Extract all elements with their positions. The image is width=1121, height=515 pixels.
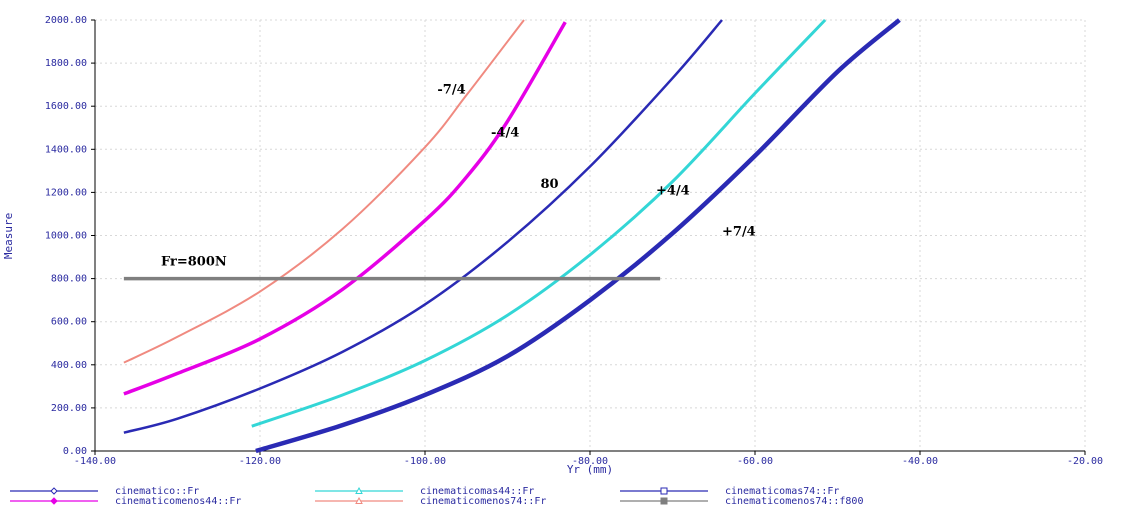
y-tick-label: 200.00 (51, 403, 87, 414)
legend-item: cinematicomenos44::Fr (115, 496, 241, 507)
x-tick-label: -80.00 (572, 456, 608, 467)
legend-item: cinematicomas44::Fr (420, 486, 534, 497)
y-tick-label: 1000.00 (45, 231, 87, 242)
y-ticks: 0.00 200.00 400.00 600.00 800.00 1000.00 1200.… (45, 15, 95, 457)
y-tick-label: 1400.00 (45, 144, 87, 155)
annotation-label: +4/4 (656, 184, 690, 199)
y-axis-title: Measure (2, 213, 15, 259)
annotation-label: +7/4 (722, 225, 756, 240)
x-axis-title: Yr (mm) (567, 463, 613, 476)
y-tick-label: 1200.00 (45, 187, 87, 198)
annotation-label: -4/4 (491, 125, 519, 140)
legend-marker (355, 486, 363, 494)
legend-item: cinematicomenos74::f800 (725, 496, 863, 507)
annotation-label: Fr=800N (161, 255, 227, 270)
legend-marker (50, 497, 58, 505)
x-ticks: -140.00 -120.00 -100.00 -80.00 -60.00 -40.00 -… (74, 451, 1103, 467)
y-tick-label: 0.00 (63, 446, 87, 457)
series-line-4 (255, 18, 901, 454)
series (123, 18, 901, 454)
legend-item: cinematico::Fr (115, 486, 199, 497)
y-tick-label: 600.00 (51, 317, 87, 328)
legend-marker (660, 487, 668, 495)
grid (95, 19, 1086, 451)
series-line-1 (123, 21, 567, 396)
x-tick-label: -20.00 (1067, 456, 1103, 467)
legend-marker (50, 487, 58, 495)
legend-marker (355, 496, 363, 504)
x-tick-label: -100.00 (404, 456, 446, 467)
x-tick-label: -120.00 (239, 456, 281, 467)
legend-marker (660, 497, 668, 505)
legend-item: cinematicomas74::Fr (725, 486, 839, 497)
annotation-label: 80 (541, 177, 559, 192)
annotations: -7/4 -4/4 80 +4/4 +7/4 Fr=800N (161, 82, 756, 269)
x-tick-label: -140.00 (74, 456, 116, 467)
series-line-0 (123, 19, 723, 434)
y-tick-label: 400.00 (51, 360, 87, 371)
y-tick-label: 1800.00 (45, 58, 87, 69)
annotation-label: -7/4 (437, 82, 465, 97)
y-tick-label: 800.00 (51, 274, 87, 285)
y-tick-label: 1600.00 (45, 101, 87, 112)
x-tick-label: -60.00 (737, 456, 773, 467)
series-line-2 (251, 18, 827, 428)
series-line-3 (123, 19, 525, 364)
y-tick-label: 2000.00 (45, 15, 87, 26)
legend-item: cinematicomenos74::Fr (420, 496, 546, 507)
x-tick-label: -40.00 (902, 456, 938, 467)
legend: cinematico::Fr cinematicomas44::Fr cinemat… (10, 486, 863, 507)
